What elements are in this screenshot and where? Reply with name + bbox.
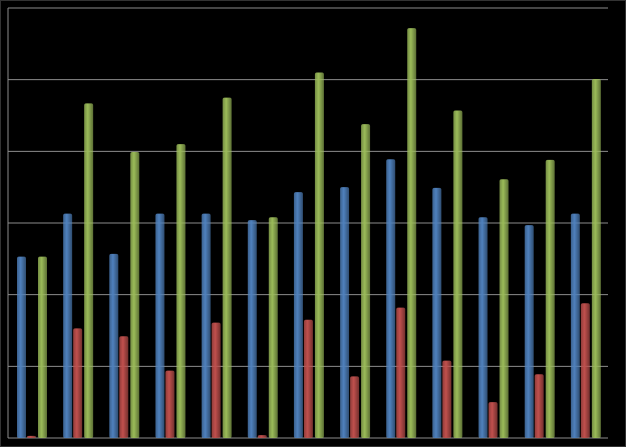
bar [314,72,324,438]
bar [211,322,221,438]
bar [73,328,83,438]
bar [63,213,73,438]
bar [340,187,350,438]
bar [119,336,129,438]
bar [268,217,278,438]
bar [176,144,186,438]
bar [432,187,442,438]
bar [591,78,601,438]
bar [303,319,313,438]
bar [534,374,544,438]
bar [38,256,47,438]
bar [407,28,417,439]
bar [580,303,590,438]
bar [27,435,36,438]
bar [155,213,165,438]
bar [545,159,555,438]
bar [478,217,488,438]
bar [396,307,406,438]
bar [488,402,498,438]
bar [222,97,232,438]
bar [17,256,26,438]
bar [350,376,360,438]
bar [524,225,534,438]
bar [293,192,303,438]
bar [442,360,452,438]
bar [257,435,267,438]
bar [130,152,140,439]
bar [201,213,211,438]
bar [84,103,94,439]
bar [165,370,175,438]
bar [570,213,580,438]
bar [386,159,396,438]
bar [109,253,119,438]
bar [453,110,463,438]
bar [499,179,509,439]
bar [361,124,371,438]
bar [247,220,257,438]
